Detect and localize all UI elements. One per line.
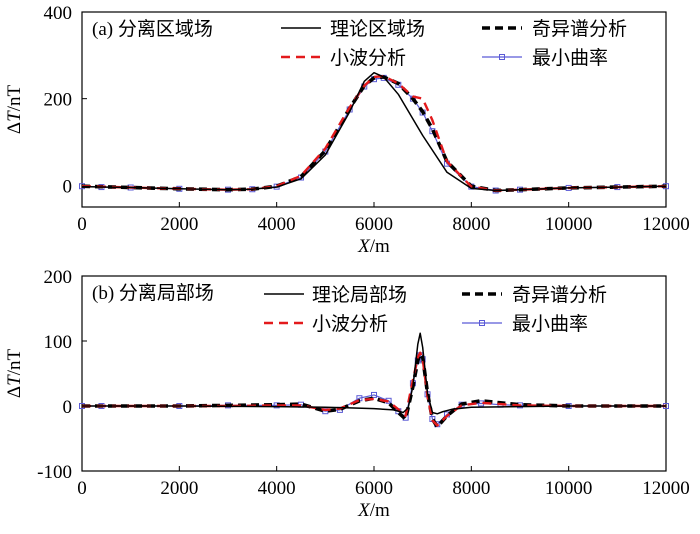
y-axis-label: ΔT/nT [4, 85, 25, 135]
x-tick-label: 8000 [452, 478, 490, 499]
x-axis-variable: X [357, 236, 371, 257]
legend-label-1: 奇异谱分析 [512, 284, 607, 306]
y-axis-prefix: Δ [4, 386, 25, 398]
x-axis-unit: /m [370, 236, 390, 257]
legend-label-0: 理论局部场 [312, 284, 407, 306]
y-tick-label: 100 [44, 332, 73, 353]
x-tick-label: 4000 [258, 214, 296, 235]
series-line-3 [82, 354, 666, 425]
series-line-0 [82, 71, 666, 192]
legend-label-3: 最小曲率 [512, 313, 588, 335]
legend-label-2: 小波分析 [330, 47, 406, 69]
series-line-2 [82, 74, 666, 192]
panel-label: (a) 分离区域场 [92, 18, 213, 40]
series-line-1 [82, 75, 666, 193]
legend-label-2: 小波分析 [312, 313, 388, 335]
legend-label-3: 最小曲率 [532, 47, 608, 69]
x-tick-label: 6000 [355, 214, 393, 235]
y-tick-label: 0 [63, 397, 73, 418]
plot-frame [81, 11, 667, 208]
x-axis-label: X/m [357, 500, 390, 521]
x-tick-label: 6000 [355, 478, 393, 499]
x-tick-label: 4000 [258, 478, 296, 499]
series-line-1 [82, 352, 666, 429]
x-tick-label: 0 [77, 214, 87, 235]
x-tick-label: 0 [77, 478, 87, 499]
x-axis-label: X/m [357, 236, 390, 257]
series-line-3 [82, 77, 666, 192]
x-tick-label: 12000 [642, 214, 690, 235]
series-point-3 [371, 391, 377, 398]
legend-marker-3 [499, 54, 505, 60]
y-tick-label: -100 [37, 462, 72, 483]
x-axis-variable: X [357, 500, 371, 521]
y-tick-label: 200 [44, 267, 73, 288]
y-tick-label: 400 [44, 3, 73, 24]
y-axis-label: ΔT/nT [4, 349, 25, 399]
x-tick-label: 12000 [642, 478, 690, 499]
x-axis-unit: /m [370, 500, 390, 521]
y-tick-label: 0 [63, 176, 73, 197]
x-tick-label: 10000 [545, 214, 593, 235]
x-tick-label: 2000 [160, 478, 198, 499]
panel-local-field: 0 2000 4000 6000 8000 10000 12000-1000100200X/… [4, 267, 690, 521]
y-axis-variable: T [4, 110, 25, 122]
x-tick-label: 2000 [160, 214, 198, 235]
panel-regional-field: 0 2000 4000 6000 8000 10000 120000200400X/mΔT/… [4, 3, 690, 257]
series-line-2 [82, 351, 666, 427]
y-axis-unit: /nT [4, 85, 25, 112]
y-axis-prefix: Δ [4, 122, 25, 134]
y-tick-label: 200 [44, 90, 73, 111]
legend-marker-3 [479, 320, 485, 326]
x-tick-label: 10000 [545, 478, 593, 499]
panel-label: (b) 分离局部场 [92, 282, 214, 304]
series-line-0 [82, 332, 666, 415]
x-tick-label: 8000 [452, 214, 490, 235]
y-axis-unit: /nT [4, 349, 25, 376]
y-axis-variable: T [4, 374, 25, 386]
legend-label-0: 理论区域场 [330, 18, 425, 40]
legend-label-1: 奇异谱分析 [532, 18, 627, 40]
